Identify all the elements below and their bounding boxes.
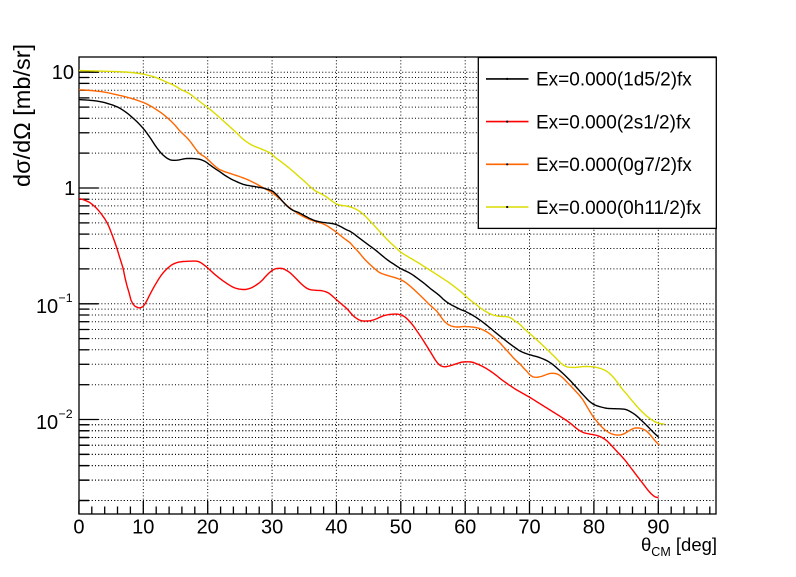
- svg-text:Ex=0.000(2s1/2)fx: Ex=0.000(2s1/2)fx: [536, 112, 691, 133]
- svg-text:10: 10: [36, 296, 58, 318]
- svg-text:80: 80: [583, 517, 605, 539]
- svg-text:Ex=0.000(0g7/2)fx: Ex=0.000(0g7/2)fx: [536, 155, 692, 176]
- svg-text:θCM [deg]: θCM [deg]: [641, 534, 717, 559]
- svg-text:−1: −1: [59, 291, 73, 305]
- svg-text:Ex=0.000(1d5/2)fx: Ex=0.000(1d5/2)fx: [536, 70, 692, 91]
- svg-text:0: 0: [73, 517, 84, 539]
- svg-text:30: 30: [261, 517, 283, 539]
- svg-text:1: 1: [64, 178, 75, 200]
- svg-text:60: 60: [454, 517, 476, 539]
- svg-text:−2: −2: [59, 407, 73, 421]
- svg-text:40: 40: [325, 517, 347, 539]
- svg-text:50: 50: [390, 517, 412, 539]
- svg-text:Ex=0.000(0h11/2)fx: Ex=0.000(0h11/2)fx: [536, 198, 701, 219]
- svg-text:70: 70: [518, 517, 540, 539]
- svg-text:dσ/dΩ [mb/sr]: dσ/dΩ [mb/sr]: [9, 44, 35, 187]
- svg-text:10: 10: [52, 62, 74, 84]
- svg-text:10: 10: [36, 412, 58, 434]
- svg-text:10: 10: [132, 517, 154, 539]
- svg-text:20: 20: [197, 517, 219, 539]
- svg-text:90: 90: [647, 517, 669, 539]
